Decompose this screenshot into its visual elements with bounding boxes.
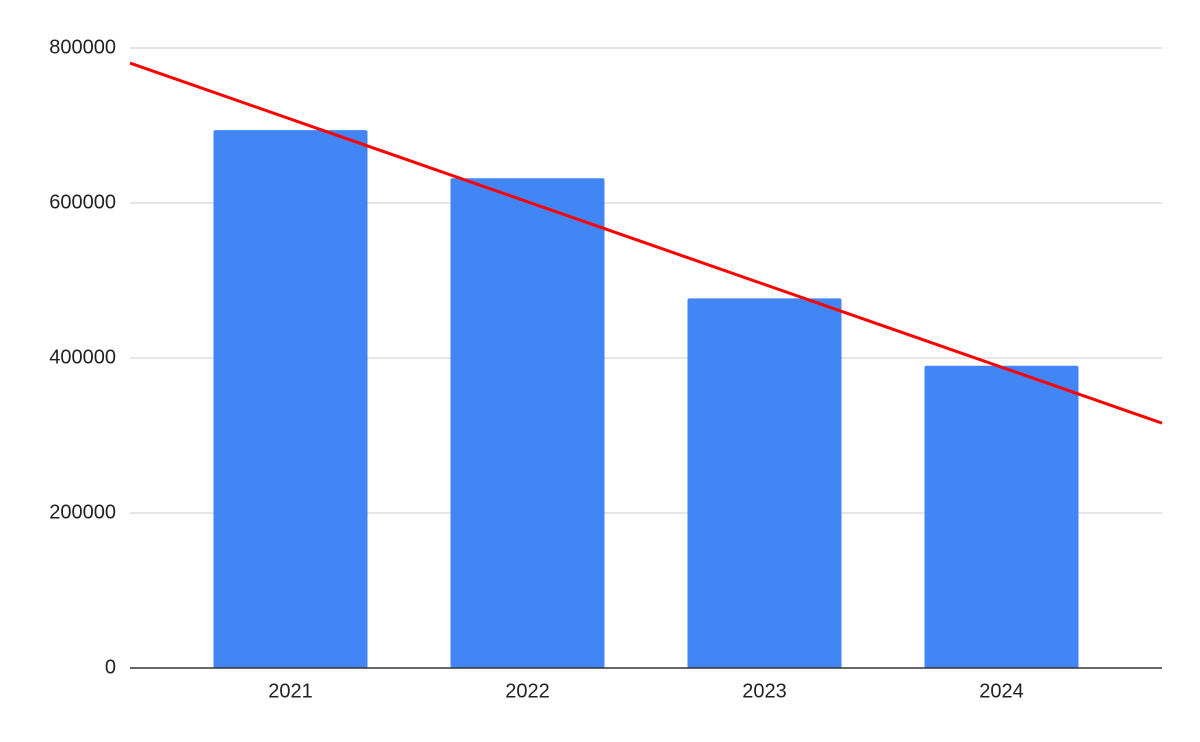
x-tick-label: 2023 — [742, 680, 787, 702]
x-tick-label: 2022 — [505, 680, 550, 702]
bar — [924, 365, 1079, 668]
trendline — [129, 61, 1163, 425]
y-tick-label: 400000 — [49, 346, 116, 368]
bar — [450, 178, 605, 668]
y-tick-label: 600000 — [49, 191, 116, 213]
x-tick-label: 2024 — [979, 680, 1024, 702]
y-tick-label: 0 — [105, 656, 116, 678]
x-tick-label: 2021 — [268, 680, 313, 702]
bar — [213, 130, 368, 668]
bar — [687, 298, 842, 668]
y-tick-label: 800000 — [49, 36, 116, 58]
y-tick-label: 200000 — [49, 501, 116, 523]
